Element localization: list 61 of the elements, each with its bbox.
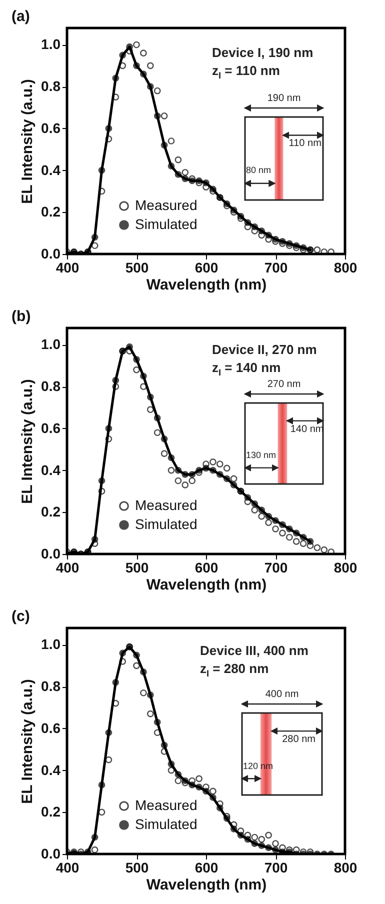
chart-title: (a) bbox=[12, 8, 30, 25]
annotation: Device III, 400 nm bbox=[200, 643, 308, 658]
x-tick-label: 500 bbox=[125, 860, 149, 876]
y-tick-label: 0.0 bbox=[41, 846, 61, 862]
annotation: 280 nm bbox=[282, 734, 316, 746]
y-tick-label: 0.4 bbox=[41, 762, 61, 778]
y-axis-title: EL Intensity (a.u.) bbox=[19, 79, 36, 204]
legend-label: Measured bbox=[135, 797, 198, 813]
x-tick-label: 600 bbox=[194, 260, 218, 276]
y-tick-label: 0.2 bbox=[41, 504, 61, 520]
y-tick-label: 1.0 bbox=[41, 36, 61, 52]
x-tick-label: 600 bbox=[194, 860, 218, 876]
y-axis-title: EL Intensity (a.u.) bbox=[19, 679, 36, 804]
y-tick-label: 0.2 bbox=[41, 204, 61, 220]
annotation: z$_{I}$ = 140 nm bbox=[212, 360, 281, 378]
x-tick-label: 600 bbox=[194, 560, 218, 576]
legend-label: Simulated bbox=[135, 516, 198, 532]
legend-label: Simulated bbox=[135, 816, 198, 832]
y-tick-label: 0.6 bbox=[41, 120, 61, 136]
y-tick-label: 0.6 bbox=[41, 420, 61, 436]
y-axis-title: EL Intensity (a.u.) bbox=[19, 379, 36, 504]
x-axis-title: Wavelength (nm) bbox=[146, 276, 267, 294]
y-tick-label: 0.2 bbox=[41, 804, 61, 820]
annotation: 130 nm bbox=[246, 450, 276, 460]
annotation: Device I, 190 nm bbox=[212, 45, 314, 60]
x-axis-title: Wavelength (nm) bbox=[146, 876, 267, 894]
y-tick-label: 0.6 bbox=[41, 720, 61, 736]
y-tick-label: 0.8 bbox=[41, 678, 61, 694]
legend-label: Measured bbox=[135, 197, 198, 213]
y-tick-label: 0.8 bbox=[41, 378, 61, 394]
y-tick-label: 0.4 bbox=[41, 162, 61, 178]
y-tick-label: 1.0 bbox=[41, 636, 61, 652]
annotation: 270 nm bbox=[267, 379, 301, 390]
x-tick-label: 800 bbox=[334, 860, 358, 876]
legend-label: Measured bbox=[135, 497, 198, 513]
x-tick-label: 800 bbox=[334, 560, 358, 576]
annotation: 190 nm bbox=[267, 93, 301, 104]
y-tick-label: 0.4 bbox=[41, 462, 61, 478]
chart-title: (b) bbox=[12, 308, 31, 325]
x-tick-label: 500 bbox=[125, 260, 149, 276]
annotation: 110 nm bbox=[288, 138, 322, 150]
x-tick-label: 700 bbox=[264, 260, 288, 276]
y-tick-label: 0.0 bbox=[41, 246, 61, 262]
x-tick-label: 400 bbox=[56, 260, 80, 276]
x-axis-title: Wavelength (nm) bbox=[146, 576, 267, 594]
y-tick-label: 0.0 bbox=[41, 546, 61, 562]
annotation: 80 nm bbox=[246, 165, 272, 176]
chart-title: (c) bbox=[12, 608, 30, 625]
x-tick-label: 500 bbox=[125, 560, 149, 576]
y-tick-label: 0.8 bbox=[41, 78, 61, 94]
x-tick-label: 400 bbox=[56, 560, 80, 576]
x-tick-label: 700 bbox=[264, 860, 288, 876]
x-tick-label: 800 bbox=[334, 260, 358, 276]
legend-label: Simulated bbox=[135, 216, 198, 232]
annotation: Device II, 270 nm bbox=[212, 342, 317, 357]
annotation: z$_{I}$ = 110 nm bbox=[212, 63, 280, 81]
y-tick-label: 1.0 bbox=[41, 336, 61, 352]
annotation: 400 nm bbox=[265, 689, 299, 700]
x-tick-label: 400 bbox=[56, 860, 80, 876]
x-tick-label: 700 bbox=[264, 560, 288, 576]
annotation: z$_{I}$ = 280 nm bbox=[200, 661, 269, 679]
